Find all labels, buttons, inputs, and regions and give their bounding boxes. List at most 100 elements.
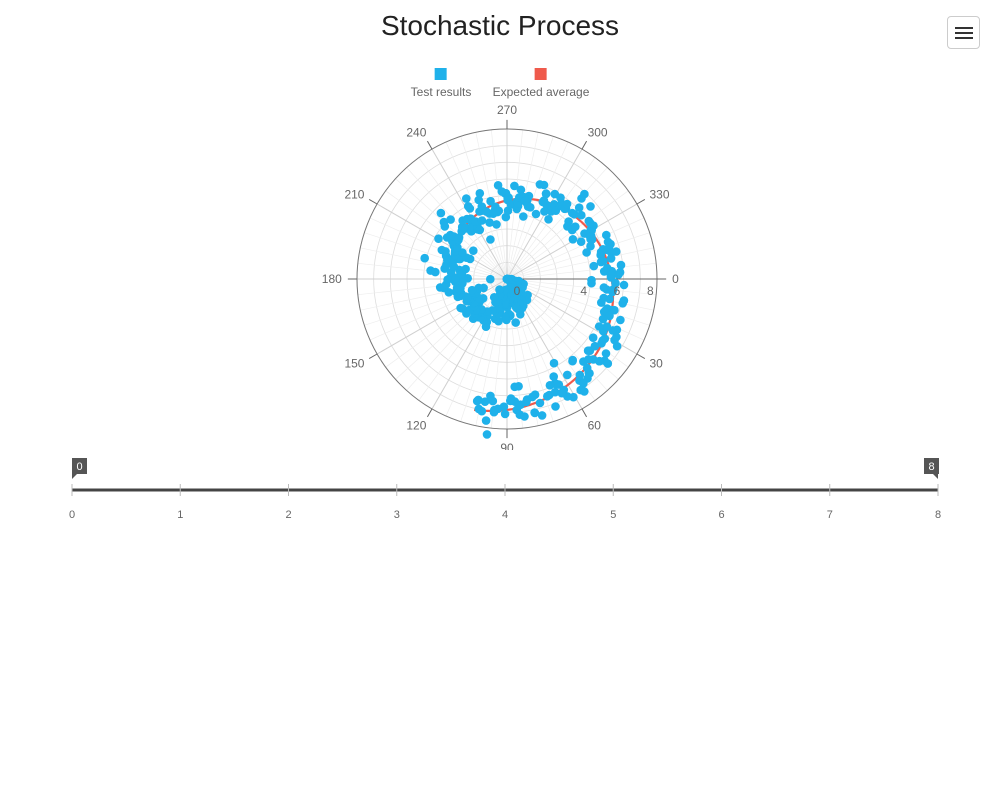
scatter-point [467, 285, 477, 295]
scatter-point [549, 372, 558, 381]
scatter-point [584, 355, 593, 364]
grid-spoke-minor [395, 278, 508, 380]
scatter-point [544, 215, 553, 224]
slider-low-handle-box[interactable] [72, 458, 87, 474]
scatter-point [519, 212, 528, 221]
scatter-point [595, 356, 604, 366]
scatter-point [436, 208, 446, 218]
angle-tick-mark [426, 408, 433, 418]
scatter-point [599, 257, 608, 266]
scatter-point [456, 303, 465, 313]
scatter-point [500, 409, 510, 419]
scatter-point [431, 267, 440, 277]
angle-tick-label: 0 [672, 272, 679, 286]
scatter-point [585, 232, 595, 241]
scatter-point [571, 222, 580, 231]
grid-spoke-minor [506, 247, 654, 280]
scatter-point [486, 274, 495, 284]
scatter-point [599, 283, 609, 292]
scatter-point [493, 181, 503, 190]
radius-tick-label: 0 [514, 284, 521, 298]
slider-high-handle-pointer[interactable] [933, 474, 938, 479]
slider-high-handle-box[interactable] [924, 458, 939, 474]
scatter-point [485, 218, 494, 227]
grid-spoke-minor [506, 278, 650, 326]
scatter-point [514, 382, 523, 391]
legend-item-expected-average[interactable]: Expected average [493, 68, 589, 99]
scatter-point [537, 411, 547, 420]
scatter-point [514, 401, 523, 411]
angle-tick-mark [581, 140, 588, 150]
scatter-point [520, 196, 530, 206]
scatter-point [453, 243, 462, 252]
scatter-point [586, 202, 595, 211]
legend-item-test-results[interactable]: Test results [411, 68, 471, 99]
slider-low-handle-pointer[interactable] [72, 474, 77, 479]
chart-title: Stochastic Process [380, 10, 620, 41]
scatter-point [477, 216, 487, 225]
scatter-point [549, 358, 559, 368]
scatter-point [495, 285, 504, 294]
angle-tick-mark [368, 353, 378, 360]
slider-tick-label: 6 [718, 509, 724, 521]
axis-labels: 0 30 60 90 120 150 180 210 240 270 300 330 0 4 6 8 [322, 103, 679, 450]
grid-spoke-minor [364, 232, 508, 280]
slider-high-handle-label: 8 [928, 461, 934, 473]
grid-spoke-minor [406, 167, 508, 280]
scatter-point [541, 189, 551, 199]
scatter-point [489, 293, 499, 302]
scatter-point [545, 381, 555, 390]
angle-tick-mark [426, 140, 433, 150]
scatter-point [477, 406, 487, 416]
scatter-point [557, 388, 567, 398]
scatter-point [587, 278, 596, 288]
scatter-point [589, 261, 599, 271]
scatter-point [597, 298, 606, 307]
chart-menu-button[interactable] [947, 16, 980, 49]
scatter-point [482, 430, 492, 439]
scatter-point [594, 322, 604, 331]
scatter-point [598, 336, 608, 345]
slider-tick-label: 3 [394, 509, 400, 521]
scatter-point [543, 392, 552, 401]
scatter-point [619, 280, 629, 290]
scatter-point [474, 195, 484, 205]
scatter-point [531, 209, 541, 219]
radius-tick-label: 4 [580, 284, 587, 298]
scatter-point [441, 247, 450, 256]
scatter-point [434, 234, 443, 243]
scatter-point [486, 391, 495, 401]
grid-spoke-minor [385, 278, 508, 368]
slider-tick-label: 8 [935, 509, 941, 521]
scatter-point [469, 246, 478, 255]
scatter-point [535, 398, 545, 408]
scatter-point [582, 363, 592, 373]
angle-tick-mark [636, 353, 646, 360]
polar-axes [347, 119, 667, 439]
scatter-point [462, 294, 472, 303]
scatter-point [599, 267, 609, 276]
scatter-point [446, 215, 455, 224]
scatter-point [526, 203, 535, 212]
grid-spoke-minor [395, 178, 508, 280]
grid-spoke-minor [357, 278, 508, 296]
scatter-point [492, 220, 501, 229]
scatter-point [538, 197, 548, 207]
grid-spoke-minor [490, 129, 508, 280]
scatter-point [510, 181, 519, 191]
scatter-point [420, 253, 430, 263]
grid-spoke-minor [506, 217, 645, 280]
scatter-point [475, 225, 485, 235]
scatter-point [482, 207, 491, 216]
scatter-point [598, 314, 608, 324]
angle-tick-mark [368, 198, 378, 205]
grid-spoke-minor [506, 190, 629, 280]
scatter-point [475, 189, 485, 198]
scatter-point [562, 199, 572, 209]
scatter-point [601, 349, 611, 358]
angle-tick-label: 150 [344, 357, 364, 371]
range-slider[interactable]: 0 1 2 3 4 5 6 7 8 0 8 [0, 450, 1000, 530]
scatter-point [568, 355, 577, 365]
slider-tick-label: 0 [69, 509, 75, 521]
scatter-point [465, 204, 475, 213]
